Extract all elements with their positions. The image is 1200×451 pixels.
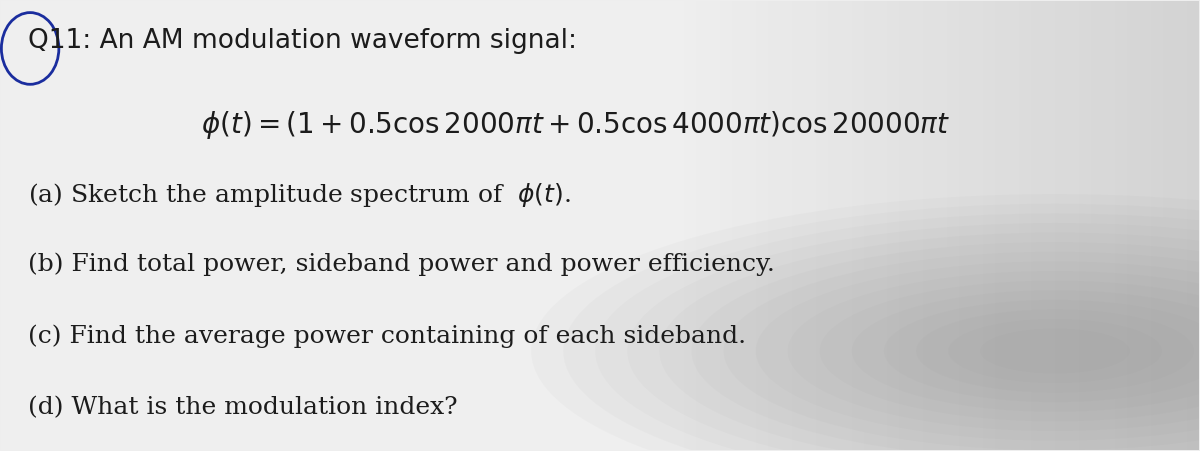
Text: (d) What is the modulation index?: (d) What is the modulation index?	[28, 396, 457, 419]
Text: $\phi(t) = (1 + 0.5 \cos 2000\pi t + 0.5 \cos 4000\pi t) \cos 20000\pi t$: $\phi(t) = (1 + 0.5 \cos 2000\pi t + 0.5…	[202, 109, 950, 141]
Text: (a) Sketch the amplitude spectrum of  $\phi(t)$.: (a) Sketch the amplitude spectrum of $\p…	[28, 181, 571, 209]
Text: (b) Find total power, sideband power and power efficiency.: (b) Find total power, sideband power and…	[28, 253, 775, 276]
Text: (c) Find the average power containing of each sideband.: (c) Find the average power containing of…	[28, 324, 746, 348]
Text: Q11: An AM modulation waveform signal:: Q11: An AM modulation waveform signal:	[28, 28, 577, 54]
